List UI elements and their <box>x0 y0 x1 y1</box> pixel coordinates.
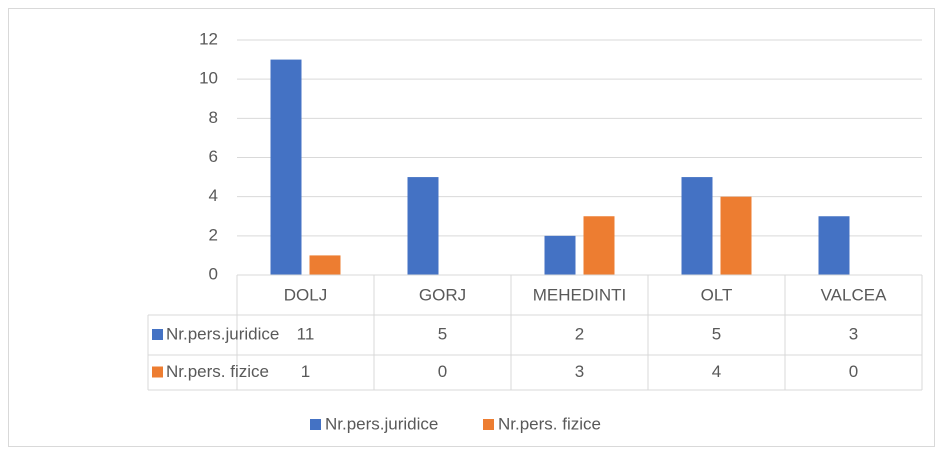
bar <box>544 235 576 275</box>
legend-key <box>483 419 494 430</box>
bar <box>270 59 302 276</box>
table-cell: 5 <box>712 324 721 343</box>
table-cell: 2 <box>575 324 584 343</box>
y-tick-label: 12 <box>199 29 218 48</box>
legend-key <box>310 419 321 430</box>
y-tick-label: 10 <box>199 69 218 88</box>
table-cell: 3 <box>849 324 858 343</box>
bar <box>720 196 752 275</box>
table-legend-key <box>152 329 163 340</box>
bar <box>681 177 713 275</box>
table-cell: 11 <box>297 324 315 343</box>
bar <box>309 255 341 275</box>
table-cell: 3 <box>575 362 584 381</box>
table-cell: 0 <box>438 362 447 381</box>
table-cell: 0 <box>849 362 858 381</box>
x-tick-label: VALCEA <box>821 285 887 304</box>
x-tick-label: MEHEDINTI <box>533 285 627 304</box>
table-legend-key <box>152 366 163 378</box>
bar <box>818 216 850 275</box>
y-tick-label: 2 <box>209 225 218 244</box>
table-cell: 1 <box>301 362 310 381</box>
table-cell: 5 <box>438 324 447 343</box>
y-tick-label: 4 <box>209 186 218 205</box>
y-tick-label: 0 <box>209 264 218 283</box>
bar <box>407 177 439 275</box>
bar <box>583 216 615 275</box>
chart-frame <box>8 8 935 447</box>
y-tick-label: 6 <box>209 147 218 166</box>
x-tick-label: DOLJ <box>284 285 327 304</box>
legend-label: Nr.pers.juridice <box>325 414 438 433</box>
table-series-name: Nr.pers. fizice <box>166 362 269 381</box>
legend-label: Nr.pers. fizice <box>498 414 601 433</box>
table-series-name: Nr.pers.juridice <box>166 324 279 343</box>
table-cell: 4 <box>712 362 721 381</box>
x-tick-label: GORJ <box>419 285 466 304</box>
y-tick-label: 8 <box>209 108 218 127</box>
x-tick-label: OLT <box>701 285 733 304</box>
